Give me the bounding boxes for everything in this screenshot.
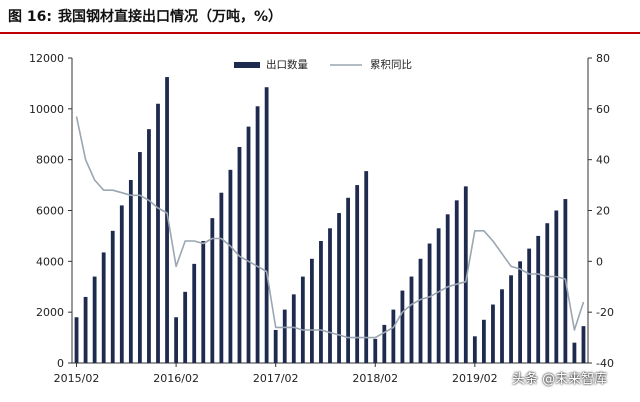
bar	[572, 342, 577, 363]
bar	[472, 336, 477, 363]
bar	[237, 146, 242, 363]
y-tick-label-left: 12000	[29, 52, 64, 65]
y-tick-label-left: 0	[57, 357, 64, 370]
bar	[364, 171, 369, 363]
y-tick-label-right: 0	[596, 255, 603, 268]
chart-axes: 0 2000 4000 6000 8000 10000 12000 -40 -20 0 20 40 60…	[29, 52, 614, 385]
bar	[463, 186, 468, 363]
bar	[110, 230, 115, 363]
bar	[346, 197, 351, 363]
bar	[554, 210, 559, 363]
y-tick-label-right: -40	[596, 357, 614, 370]
bar	[319, 241, 323, 363]
title-rule	[0, 32, 640, 34]
x-tick-label: 2018/02	[352, 372, 398, 385]
bar	[174, 317, 179, 363]
bar	[509, 275, 513, 363]
bar	[291, 294, 296, 363]
bar	[436, 228, 441, 363]
line-series	[75, 116, 585, 339]
bar	[409, 276, 414, 363]
bar	[83, 296, 88, 363]
y-tick-label-left: 2000	[36, 306, 64, 319]
bar	[137, 152, 142, 363]
y-tick-label-right: 20	[596, 205, 610, 218]
figure-label: 图 16:	[8, 9, 52, 25]
bar	[300, 276, 305, 363]
bar	[518, 261, 523, 363]
bar	[373, 338, 378, 363]
bar	[264, 87, 269, 364]
bar	[536, 235, 541, 363]
bar	[183, 291, 188, 363]
x-tick-label: 2017/02	[253, 372, 299, 385]
watermark: 头条 @未来智库	[512, 372, 608, 387]
bar	[491, 304, 495, 363]
bar	[427, 243, 432, 363]
bar	[391, 309, 396, 363]
bar	[581, 326, 586, 363]
legend-label-bar: 出口数量	[266, 58, 308, 71]
chart-legend: 出口数量 累积同比	[234, 58, 412, 71]
bar	[210, 218, 215, 363]
bar	[246, 126, 251, 363]
bar	[400, 290, 405, 363]
bar	[147, 129, 151, 363]
bar	[500, 289, 504, 363]
x-tick-label: 2019/02	[452, 372, 498, 385]
bar	[337, 213, 341, 363]
y-tick-label-right: 60	[596, 103, 610, 116]
bar	[545, 223, 550, 363]
figure-title: 图 16: 我国钢材直接出口情况（万吨，%）	[8, 6, 288, 28]
bar	[309, 258, 314, 363]
bar	[355, 185, 360, 363]
bar	[454, 200, 459, 363]
y-tick-label-right: -20	[596, 306, 614, 319]
legend-label-line: 累积同比	[370, 58, 412, 71]
bar	[228, 169, 233, 363]
bar	[92, 276, 97, 363]
x-tick-label: 2015/02	[54, 372, 100, 385]
figure-title-text: 我国钢材直接出口情况（万吨，%）	[57, 9, 282, 25]
bar	[418, 258, 423, 363]
legend-swatch-bar	[234, 62, 260, 68]
x-tick-label: 2016/02	[153, 372, 199, 385]
bar	[74, 317, 79, 363]
y-tick-label-left: 8000	[36, 154, 64, 167]
bar	[328, 228, 332, 363]
bar	[382, 324, 387, 363]
bar	[119, 205, 124, 363]
y-tick-label-right: 40	[596, 154, 610, 167]
bar	[201, 241, 206, 363]
y-tick-label-left: 10000	[29, 103, 64, 116]
y-tick-label-left: 4000	[36, 255, 64, 268]
bar	[282, 309, 287, 363]
bar	[481, 319, 486, 363]
bar	[219, 192, 224, 363]
bar	[192, 263, 197, 363]
bar	[128, 180, 133, 363]
bar	[527, 248, 532, 363]
y-tick-label-left: 6000	[36, 205, 64, 218]
bar	[445, 214, 450, 363]
bar	[101, 252, 106, 363]
bar	[165, 77, 169, 363]
bar	[255, 106, 260, 364]
bar-series	[74, 77, 586, 364]
bar	[273, 329, 278, 363]
y-tick-label-right: 80	[596, 52, 610, 65]
bar	[156, 103, 160, 363]
